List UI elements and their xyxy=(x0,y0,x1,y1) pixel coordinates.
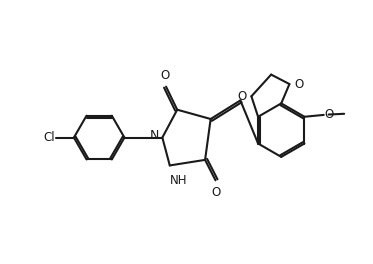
Text: O: O xyxy=(238,90,247,103)
Text: N: N xyxy=(149,129,159,142)
Text: O: O xyxy=(324,109,333,121)
Text: O: O xyxy=(294,78,303,91)
Text: O: O xyxy=(211,186,221,199)
Text: Cl: Cl xyxy=(43,131,54,144)
Text: O: O xyxy=(161,69,170,82)
Text: NH: NH xyxy=(170,174,188,187)
